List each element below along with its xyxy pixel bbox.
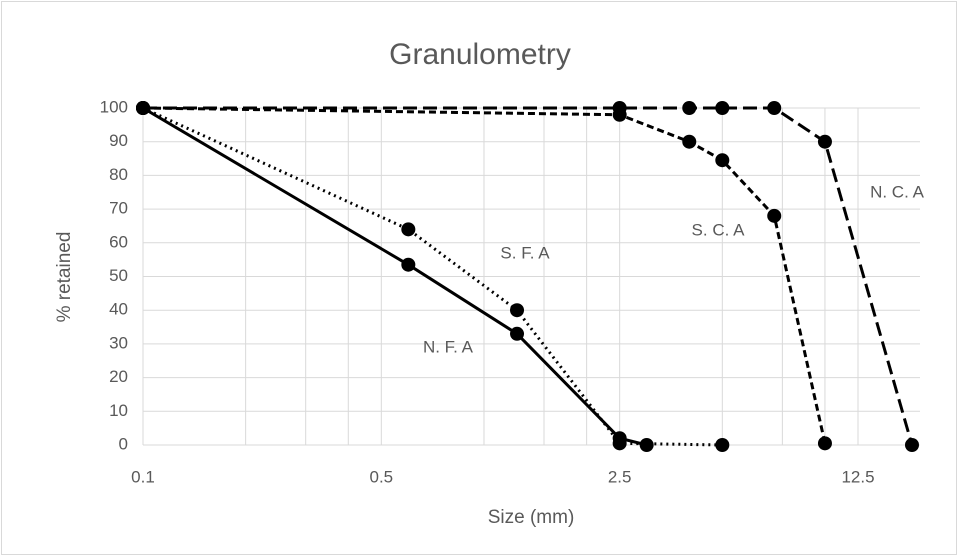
data-point [767,208,782,223]
y-tick-label: 70 [109,199,128,218]
data-point [817,134,832,149]
series-label: N. F. A [423,337,474,356]
y-tick-label: 100 [100,97,128,116]
data-point [612,436,627,451]
y-tick-label: 60 [109,232,128,251]
data-point [401,257,416,272]
y-tick-label: 10 [109,401,128,420]
x-tick-label: 0.1 [131,467,155,486]
data-point [612,101,627,115]
data-point [510,303,525,318]
data-point [401,222,416,237]
y-tick-label: 0 [119,434,128,453]
y-tick-label: 40 [109,300,128,319]
series-line [142,106,827,444]
x-tick-label: 0.5 [370,467,394,486]
series-label: N. C. A [870,182,925,201]
x-tick-label: 12.5 [841,467,874,486]
data-point [639,438,654,452]
x-axis-title: Size (mm) [488,507,575,528]
y-tick-label: 90 [109,131,128,150]
x-tick-label: 2.5 [608,467,632,486]
y-tick-label: 80 [109,165,128,184]
data-point [767,101,782,115]
series-label: S. C. A [692,220,746,239]
data-point [817,436,832,451]
data-point [510,326,525,341]
data-point [904,438,919,452]
data-point [715,153,730,168]
y-tick-label: 30 [109,333,128,352]
data-point [715,438,730,452]
y-tick-label: 20 [109,367,128,386]
data-point [715,101,730,115]
y-tick-label: 50 [109,266,128,285]
y-axis-title: % retained [54,232,75,323]
series-label: S. F. A [500,243,550,262]
data-point [682,134,697,149]
data-point [136,101,150,115]
data-point [682,101,697,115]
chart-title: Granulometry [389,38,571,71]
